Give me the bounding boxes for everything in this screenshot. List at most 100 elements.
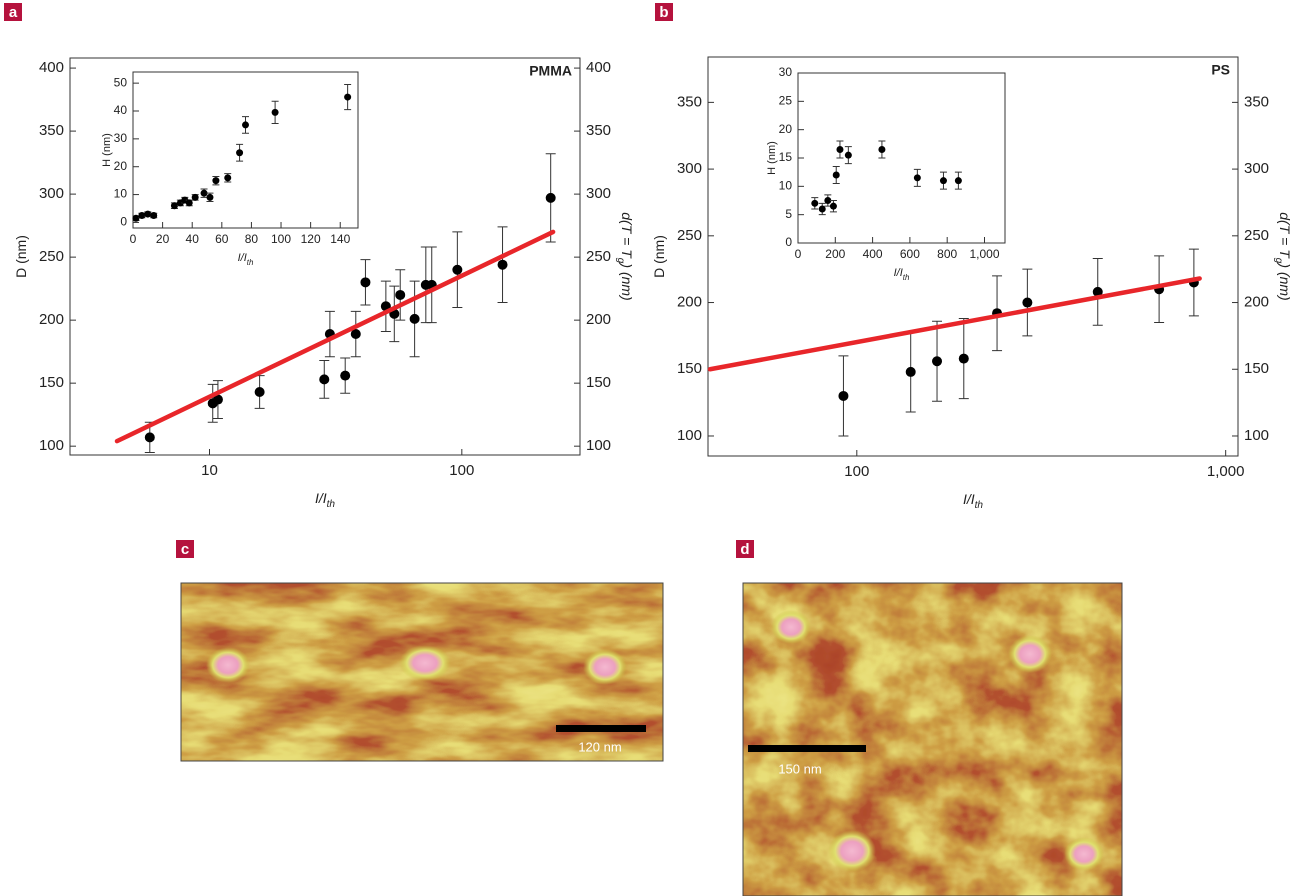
- data-point: [497, 259, 508, 270]
- scale-bar-label: 150 nm: [778, 761, 821, 776]
- label-part: th: [903, 273, 910, 282]
- data-point: [811, 199, 819, 207]
- y-tick-label: 40: [114, 103, 128, 117]
- y2-tick-label: 250: [1244, 227, 1269, 244]
- y-tick-label: 300: [677, 160, 702, 177]
- label-part: d(T = T: [1277, 212, 1293, 259]
- x-tick-label: 1,000: [1207, 463, 1245, 480]
- data-point: [360, 277, 371, 288]
- x-tick-label: 10: [201, 462, 218, 479]
- data-point: [939, 177, 947, 185]
- y-tick-label: 400: [39, 59, 64, 76]
- data-point: [319, 374, 330, 385]
- y-axis-label: D (nm): [651, 235, 667, 278]
- data-point: [132, 214, 140, 222]
- y-tick-label: 250: [39, 248, 64, 265]
- x-tick-label: 600: [900, 247, 920, 261]
- y2-tick-label: 350: [586, 122, 611, 139]
- y-tick-label: 20: [779, 122, 793, 136]
- x-tick-label: 20: [156, 232, 170, 246]
- y2-tick-label: 300: [1244, 160, 1269, 177]
- y-tick-label: 25: [779, 94, 793, 108]
- x-tick-label: 80: [245, 232, 259, 246]
- data-point: [913, 174, 921, 182]
- label-part: H (nm): [101, 133, 113, 167]
- label-part: D (nm): [651, 235, 667, 278]
- fit-line: [114, 229, 556, 444]
- label-part: ) (nm): [619, 261, 635, 300]
- label-part: I/I: [963, 491, 975, 507]
- data-point: [452, 264, 463, 275]
- x-tick-label: 100: [271, 232, 291, 246]
- data-point: [242, 121, 249, 129]
- label-part: I/I: [238, 252, 247, 264]
- y-axis-label: H (nm): [101, 133, 113, 167]
- fit-line: [707, 276, 1202, 372]
- particle: [1064, 837, 1104, 871]
- x-tick-label: 40: [186, 232, 200, 246]
- plot-frame: [69, 57, 581, 456]
- y-tick-label: 150: [677, 360, 702, 377]
- label-part: th: [247, 258, 254, 267]
- y-tick-label: 100: [677, 427, 702, 444]
- data-point: [836, 146, 844, 153]
- label-part: th: [327, 499, 336, 510]
- y-tick-label: 200: [677, 294, 702, 311]
- data-point: [344, 93, 352, 101]
- data-point: [144, 432, 155, 443]
- data-point: [1022, 297, 1033, 308]
- y-tick-label: 20: [114, 159, 128, 173]
- data-point: [838, 390, 849, 401]
- data-point: [191, 193, 199, 201]
- x-axis-label: I/Ith: [963, 491, 983, 511]
- y-tick-label: 10: [779, 179, 793, 193]
- data-point: [236, 149, 244, 157]
- data-point: [271, 108, 279, 116]
- y-tick-label: 0: [120, 215, 127, 229]
- data-point: [138, 211, 146, 219]
- data-point: [818, 205, 826, 213]
- y2-tick-label: 200: [586, 311, 611, 328]
- data-point: [844, 151, 852, 159]
- y2-tick-label: 200: [1244, 294, 1269, 311]
- y2-tick-label: 350: [1244, 93, 1269, 110]
- panel-label: a: [9, 4, 18, 21]
- x-tick-label: 0: [795, 247, 802, 261]
- x-tick-label: 800: [937, 247, 957, 261]
- data-point: [206, 193, 214, 201]
- y-tick-label: 30: [114, 131, 128, 145]
- scale-bar-label: 120 nm: [578, 739, 621, 754]
- y-tick-label: 150: [39, 374, 64, 391]
- particle: [206, 647, 250, 683]
- y-tick-label: 100: [39, 437, 64, 454]
- label-part: ) (nm): [1277, 261, 1293, 300]
- y-tick-label: 300: [39, 185, 64, 202]
- y-tick-label: 15: [779, 150, 793, 164]
- label-part: g: [615, 258, 626, 264]
- annotation: PS: [1211, 62, 1230, 78]
- image-border: [180, 582, 664, 762]
- label-part: I/I: [315, 490, 327, 506]
- data-point: [150, 211, 158, 219]
- data-point: [200, 189, 208, 197]
- data-point: [824, 197, 832, 204]
- data-point: [144, 210, 152, 218]
- data-point: [409, 313, 420, 324]
- y-tick-label: 30: [779, 65, 793, 79]
- label-part: D (nm): [13, 235, 29, 278]
- y-tick-label: 0: [785, 235, 792, 249]
- data-point: [954, 177, 962, 185]
- x-axis-label: I/Ith: [238, 252, 254, 267]
- data-point: [395, 289, 406, 300]
- y2-tick-label: 150: [1244, 360, 1269, 377]
- data-point: [958, 353, 969, 364]
- y-tick-label: 5: [785, 207, 792, 221]
- data-point: [829, 202, 837, 210]
- y-tick-label: 350: [39, 122, 64, 139]
- x-tick-label: 200: [825, 247, 845, 261]
- label-part: th: [975, 500, 984, 511]
- data-point: [212, 394, 223, 405]
- y2-tick-label: 300: [586, 185, 611, 202]
- x-tick-label: 140: [330, 232, 350, 246]
- particle: [583, 649, 627, 685]
